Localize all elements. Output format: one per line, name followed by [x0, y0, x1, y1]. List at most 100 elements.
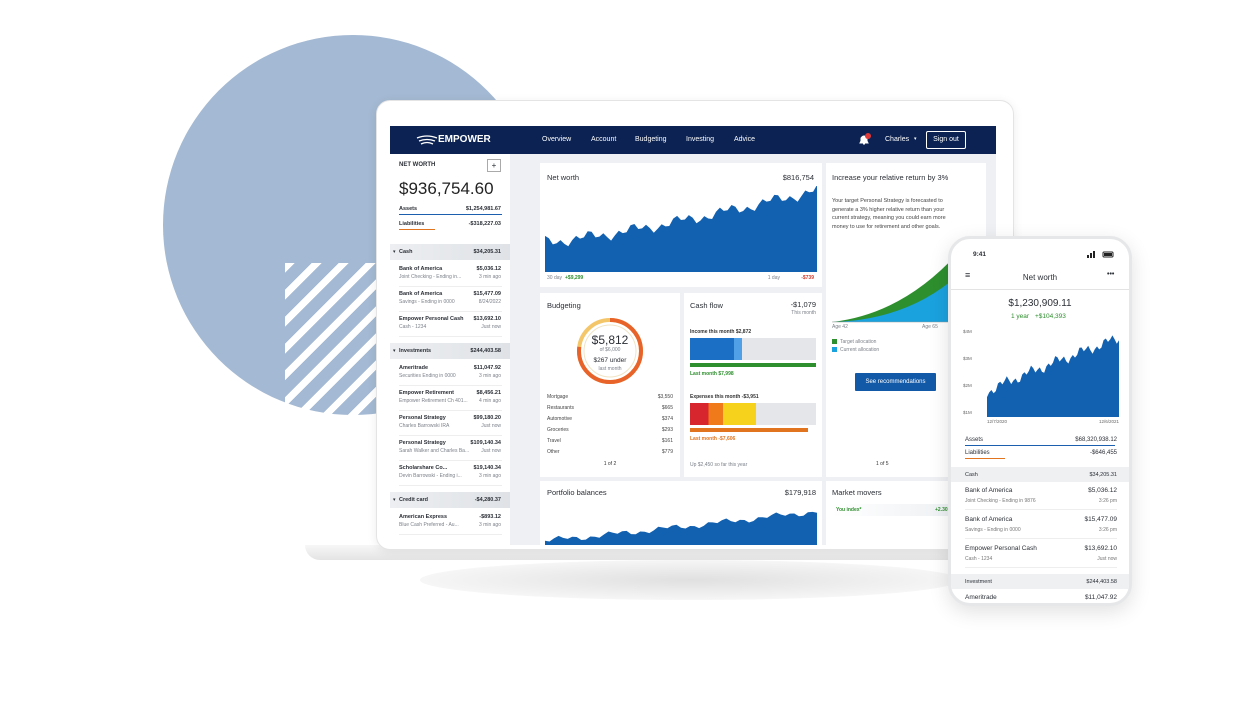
- budget-value: $779: [661, 449, 673, 455]
- budget-spent: $5,812: [591, 333, 629, 347]
- account-detail: Savings - Ending in 0000: [399, 299, 455, 305]
- x-axis-label: 12/7/2020: [987, 419, 1008, 424]
- budget-value: $293: [661, 427, 673, 433]
- account-detail: Joint Checking - Ending in 9876: [965, 498, 1036, 504]
- account-detail: Joint Checking - Ending in...: [399, 274, 462, 280]
- status-icons: [1087, 251, 1114, 258]
- budget-value: $161: [661, 438, 673, 444]
- account-detail: Empower Retirement Ch 401...: [399, 398, 468, 404]
- total-label: Assets: [965, 437, 984, 443]
- row-divider: [399, 336, 502, 337]
- group-header: [390, 492, 510, 508]
- card-period: This month: [791, 310, 816, 316]
- account-updated: Just now: [481, 324, 501, 330]
- expenses-last: Last month -$7,606: [690, 436, 736, 442]
- footer-change: +$9,299: [565, 275, 584, 281]
- card-title: Portfolio balances: [547, 488, 607, 497]
- account-detail: Blue Cash Preferred - Au...: [399, 522, 459, 528]
- market-row: [832, 504, 962, 516]
- account-value: $15,477.09: [1084, 516, 1117, 523]
- row-divider: [399, 485, 502, 486]
- phone-change: +$104,393: [1035, 313, 1066, 320]
- card-value: $179,918: [784, 488, 816, 497]
- budget-label: Restaurants: [547, 405, 574, 411]
- account-detail: Securities Ending in 0000: [399, 373, 456, 379]
- account-name: Personal Strategy: [399, 415, 446, 421]
- card-title: Budgeting: [547, 301, 581, 310]
- account-name: Scholarshare Co...: [399, 465, 448, 471]
- pager[interactable]: 1 of 5: [876, 461, 889, 467]
- net-worth-value: $936,754.60: [399, 179, 494, 198]
- account-updated: Just now: [481, 423, 501, 429]
- recommendations-button[interactable]: See recommendations: [855, 373, 936, 391]
- sign-out-button[interactable]: Sign out: [926, 131, 966, 149]
- income-last: Last month $7,998: [690, 371, 734, 377]
- budget-donut: [577, 318, 643, 384]
- area-shape: [545, 186, 817, 272]
- account-name: Bank of America: [965, 516, 1013, 523]
- nav-item[interactable]: Investing: [686, 136, 715, 143]
- footer-label: 30 day: [547, 275, 563, 281]
- liabilities-label: Liabilities: [399, 221, 425, 227]
- group-caret: ▾: [393, 348, 396, 354]
- budgeting-card: [540, 293, 680, 477]
- account-updated: 4 min ago: [479, 398, 501, 404]
- account-detail: Sarah Walker and Charles Ba...: [399, 448, 470, 454]
- y-axis-label: $4M: [963, 329, 972, 334]
- account-detail: Cash - 1234: [399, 324, 427, 330]
- account-updated: 3 min ago: [479, 522, 501, 528]
- legend-swatch: [832, 339, 837, 344]
- account-value: $109,140.34: [470, 440, 501, 446]
- nav-item[interactable]: Account: [591, 136, 617, 143]
- strategy-body: Your target Personal Strategy is forecas…: [832, 198, 946, 230]
- bell-icon[interactable]: [857, 133, 871, 147]
- y-axis-label: $1M: [963, 410, 972, 415]
- income-last-bar: [690, 363, 816, 367]
- liabilities-underline: [399, 229, 435, 230]
- y-axis-label: $3M: [963, 356, 972, 361]
- portfolio-chart: [545, 511, 817, 545]
- total-underline: [965, 458, 1005, 459]
- row-divider: [399, 410, 502, 411]
- account-value: $5,036.12: [476, 266, 501, 272]
- legend-swatch: [832, 347, 837, 352]
- account-value: $99,180.20: [473, 415, 501, 421]
- group-header: [951, 467, 1129, 482]
- market-label: You index*: [836, 507, 862, 513]
- cash-flow-footer: Up $2,450 so far this year: [690, 462, 748, 468]
- y-axis-label: $2M: [963, 383, 972, 388]
- account-value: $11,047.92: [473, 365, 501, 371]
- income-bar: [690, 338, 742, 360]
- account-detail: Devin Barrowski - Ending i...: [399, 473, 462, 479]
- nav-item[interactable]: Budgeting: [635, 136, 667, 143]
- account-value: -$893.12: [479, 514, 501, 520]
- budget-label: Other: [547, 449, 560, 455]
- laptop-shadow: [420, 560, 960, 600]
- phone-title: Net worth: [1022, 273, 1058, 282]
- add-account-button[interactable]: +: [487, 159, 501, 172]
- account-updated: 3 min ago: [479, 274, 501, 280]
- expenses-last-bar: [690, 428, 808, 432]
- group-name: Investment: [965, 579, 992, 585]
- total-underline: [965, 445, 1115, 446]
- account-value: $11,047.92: [1084, 594, 1117, 601]
- user-menu[interactable]: Charles: [885, 136, 910, 143]
- legend-label: Target allocation: [840, 339, 877, 345]
- income-label: Income this month $2,872: [690, 329, 752, 335]
- account-updated: Just now: [481, 448, 501, 454]
- budget-label: Automotive: [547, 416, 573, 422]
- account-name: Empower Retirement: [399, 390, 455, 396]
- pager[interactable]: 1 of 2: [603, 461, 617, 467]
- more-icon[interactable]: •••: [1107, 271, 1115, 278]
- footer-change: -$739: [801, 275, 814, 281]
- group-total: -$4,280.37: [474, 497, 501, 503]
- account-value: $8,456.21: [476, 390, 501, 396]
- nav-item[interactable]: Advice: [734, 136, 756, 143]
- row-divider: [399, 311, 502, 312]
- account-updated: 3:26 pm: [1098, 527, 1117, 533]
- card-value: -$1,079: [790, 300, 816, 309]
- card-title: Market movers: [832, 488, 882, 497]
- caret: ▾: [914, 136, 917, 142]
- menu-icon[interactable]: ≡: [965, 270, 971, 280]
- nav-item[interactable]: Overview: [542, 136, 572, 143]
